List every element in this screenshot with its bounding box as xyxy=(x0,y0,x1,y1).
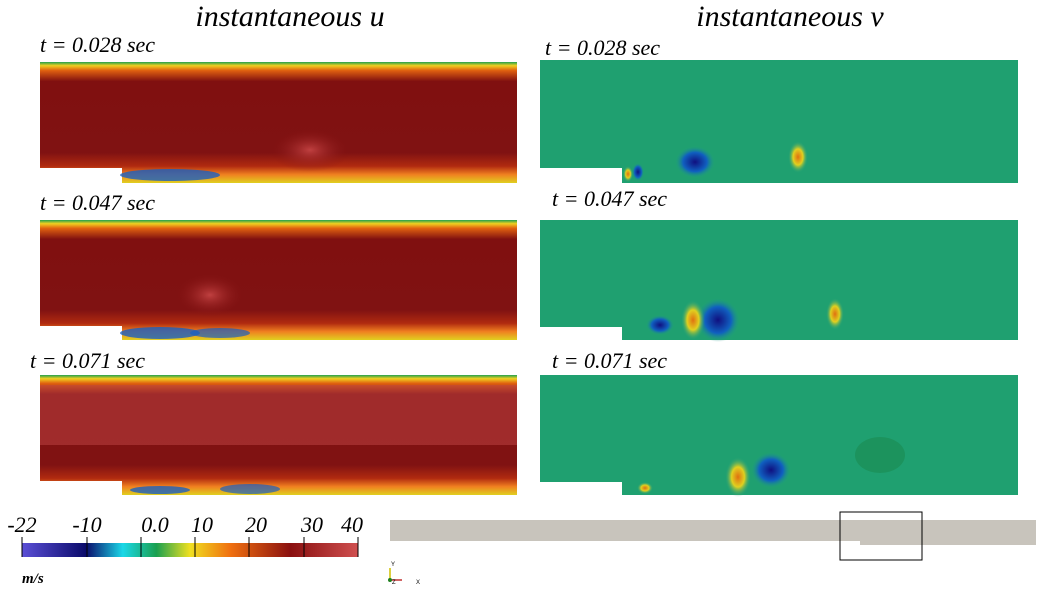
time-label: t = 0.047 sec xyxy=(552,186,667,211)
u-panel: t = 0.071 sec xyxy=(30,348,517,495)
colorbar-tick: 10 xyxy=(191,512,213,537)
colorbar-unit: m/s xyxy=(22,571,44,587)
colorbar-tick: -10 xyxy=(72,512,101,537)
time-label: t = 0.071 sec xyxy=(552,348,667,373)
colorbar-tick: 30 xyxy=(300,512,323,537)
column-title: instantaneous u xyxy=(195,0,384,33)
time-label: t = 0.028 sec xyxy=(545,35,660,60)
axes-triad: Y Z X xyxy=(388,562,420,586)
colorbar: -22 -10 0.0 10 20 30 40 m/s xyxy=(7,512,363,587)
domain-overview xyxy=(390,511,1036,561)
colorbar-tick: 0.0 xyxy=(141,512,169,537)
axis-label: X xyxy=(416,580,420,586)
axis-label: Z xyxy=(392,580,396,586)
column-title: instantaneous v xyxy=(696,0,884,33)
v-panel: t = 0.028 sec xyxy=(540,35,1018,183)
colorbar-tick: -22 xyxy=(7,512,36,537)
time-label: t = 0.071 sec xyxy=(30,348,145,373)
axis-label: Y xyxy=(391,562,395,568)
v-panel: t = 0.047 sec xyxy=(540,186,1018,342)
u-panel: t = 0.028 sec xyxy=(40,32,517,183)
time-label: t = 0.028 sec xyxy=(40,32,155,57)
time-label: t = 0.047 sec xyxy=(40,190,155,215)
v-panel: t = 0.071 sec xyxy=(540,348,1018,497)
colorbar-tick: 40 xyxy=(341,512,363,537)
colorbar-tick: 20 xyxy=(245,512,267,537)
u-panel: t = 0.047 sec xyxy=(40,190,517,340)
